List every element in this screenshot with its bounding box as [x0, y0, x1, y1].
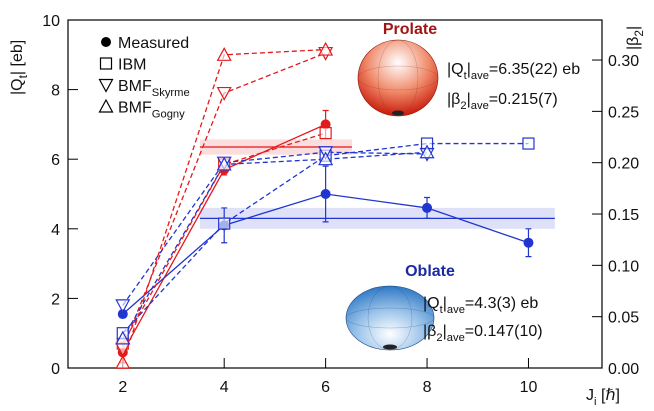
- text-part: 2: [436, 332, 442, 344]
- x-tick-label: 2: [118, 379, 127, 396]
- text-part: | [eb]: [9, 40, 26, 75]
- text-part: ave: [447, 304, 465, 316]
- text-part: =6.35(22) eb: [489, 61, 580, 78]
- data-point: [216, 86, 232, 101]
- text-part: Skyrme: [152, 87, 190, 99]
- shape-note: |Qt|ave=6.35(22) eb: [447, 61, 580, 82]
- text-part: |β: [447, 91, 460, 108]
- text-part: IBM: [118, 57, 146, 74]
- data-point: [115, 299, 131, 314]
- data-point: [318, 41, 334, 56]
- text-part: t: [464, 70, 468, 82]
- series-line: [122, 132, 326, 344]
- text-part: |: [467, 91, 471, 108]
- text-part: [ℏ]: [597, 387, 620, 404]
- text-part: |: [443, 295, 447, 312]
- text-part: i: [594, 396, 597, 408]
- data-point: [218, 217, 231, 230]
- text-part: =0.147(10): [465, 323, 543, 340]
- data-point: [419, 144, 435, 159]
- legend-marker: [99, 57, 113, 70]
- series-line: [122, 151, 428, 339]
- data-point: [320, 189, 331, 199]
- data-point: [216, 47, 232, 61]
- y2-tick-label: 0.00: [608, 361, 639, 378]
- text-part: J: [586, 387, 594, 404]
- shape-note: |β2|ave=0.147(10): [423, 323, 543, 344]
- y-tick-label: 6: [51, 152, 60, 169]
- plot-frame: [67, 19, 603, 369]
- text-part: BMF: [118, 100, 152, 117]
- data-point: [216, 156, 232, 171]
- text-part: =0.215(7): [489, 91, 558, 108]
- text-part: |: [467, 61, 471, 78]
- y-tick-label: 0: [51, 361, 60, 378]
- data-point: [115, 355, 131, 369]
- text-part: |: [625, 26, 642, 30]
- text-part: 2: [632, 30, 646, 37]
- text-part: ave: [471, 70, 489, 82]
- data-point: [115, 330, 131, 345]
- text-part: ave: [447, 332, 465, 344]
- text-part: |β: [423, 323, 436, 340]
- text-part: Measured: [118, 35, 189, 52]
- x-tick-label: 6: [321, 379, 330, 396]
- y2-tick-label: 0.30: [608, 53, 639, 70]
- shape-title: Prolate: [383, 21, 437, 38]
- text-part: ave: [471, 100, 489, 112]
- text-part: BMF: [118, 78, 152, 95]
- oblate-spheroid: [345, 285, 435, 351]
- legend-label: BMFSkyrme: [118, 78, 190, 99]
- y-tick-label: 4: [51, 222, 60, 239]
- data-point: [522, 137, 535, 150]
- y-tick-label: 10: [42, 13, 60, 30]
- text-part: =4.3(3) eb: [465, 295, 538, 312]
- text-part: Gogny: [152, 108, 185, 120]
- y2-tick-label: 0.15: [608, 207, 639, 224]
- text-part: |Q: [423, 295, 440, 312]
- x-tick-label: 8: [423, 379, 432, 396]
- text-part: 2: [460, 100, 466, 112]
- y2-axis-label: |β2|: [625, 26, 646, 50]
- text-part: |: [443, 323, 447, 340]
- data-point: [320, 119, 331, 130]
- data-point: [117, 309, 128, 320]
- text-part: t: [440, 304, 444, 316]
- series-line: [122, 151, 428, 306]
- data-point: [523, 237, 534, 248]
- x-axis-label: Ji [ℏ]: [586, 387, 620, 408]
- legend-label: Measured: [118, 35, 189, 52]
- data-point: [422, 202, 433, 213]
- y2-tick-label: 0.05: [608, 310, 639, 327]
- text-part: t: [16, 74, 30, 78]
- shape-note: |Qt|ave=4.3(3) eb: [423, 295, 538, 316]
- text-part: |Q: [9, 78, 26, 95]
- legend-marker: [98, 98, 114, 113]
- legend-marker: [101, 37, 111, 47]
- y-tick-label: 8: [51, 83, 60, 100]
- legend-marker: [98, 78, 114, 93]
- y2-tick-label: 0.25: [608, 104, 639, 121]
- y-tick-label: 2: [51, 291, 60, 308]
- shape-note: |β2|ave=0.215(7): [447, 91, 558, 112]
- y-axis-label: |Qt| [eb]: [9, 40, 30, 95]
- legend-label: IBM: [118, 57, 146, 74]
- shape-title: Oblate: [405, 263, 455, 280]
- x-tick-label: 10: [520, 379, 538, 396]
- data-point: [318, 151, 334, 166]
- legend-label: BMFGogny: [118, 100, 185, 121]
- series-line: [122, 142, 529, 334]
- x-tick-label: 4: [220, 379, 229, 396]
- text-part: |β: [625, 37, 642, 50]
- data-point: [319, 126, 332, 140]
- y2-tick-label: 0.20: [608, 156, 639, 173]
- prolate-spheroid: [357, 39, 439, 117]
- text-part: |Q: [447, 61, 464, 78]
- y2-tick-label: 0.10: [608, 258, 639, 275]
